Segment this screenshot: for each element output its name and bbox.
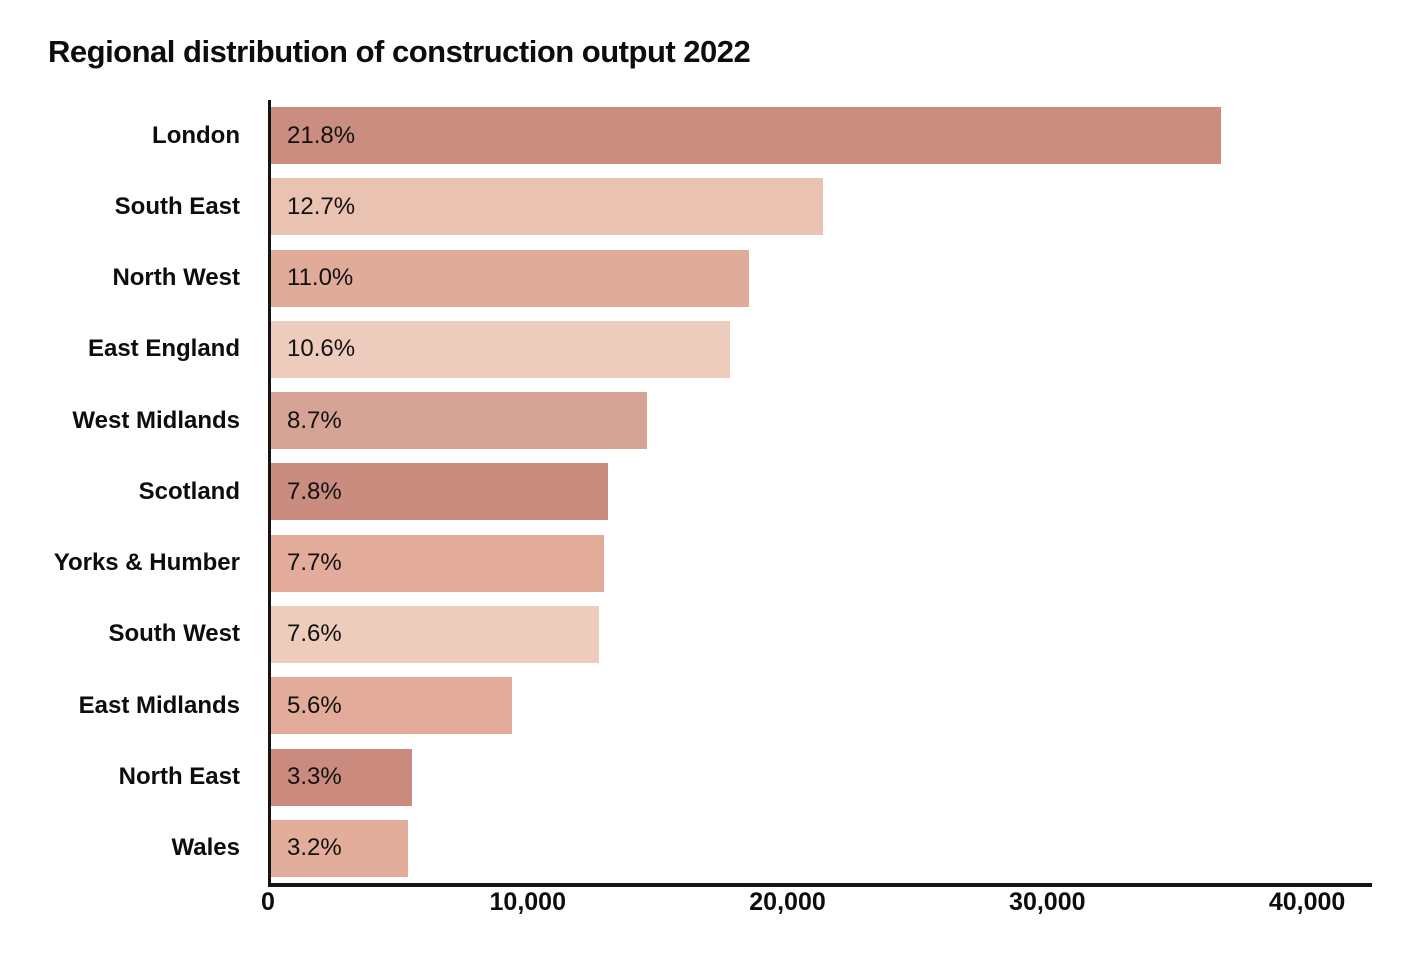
bar-north-east: 3.3% — [268, 748, 413, 806]
bar-row-south-east: South East 12.7% — [0, 171, 1372, 242]
bar-south-east: 12.7% — [268, 178, 823, 236]
category-label-north-east: North East — [118, 763, 240, 791]
chart-title: Regional distribution of construction ou… — [48, 34, 751, 69]
bar-rows-container: London 21.8% South East 12.7% North West 11.0… — [0, 100, 1372, 884]
bar-wales: 3.2% — [268, 819, 409, 877]
bar-track: 5.6% — [268, 670, 1372, 741]
value-label-scotland: 7.8% — [287, 477, 342, 505]
x-axis-line — [268, 883, 1372, 887]
x-tick-20000: 20,000 — [749, 888, 826, 916]
category-label-yorks-humber: Yorks & Humber — [53, 549, 240, 577]
bar-chart: London 21.8% South East 12.7% North West 11.0… — [0, 100, 1372, 887]
value-label-east-england: 10.6% — [287, 335, 356, 363]
bar-track: 21.8% — [268, 100, 1372, 171]
bar-north-west: 11.0% — [268, 249, 749, 307]
value-label-yorks-humber: 7.7% — [287, 549, 342, 577]
bar-scotland: 7.8% — [268, 463, 609, 521]
value-label-east-midlands: 5.6% — [287, 691, 342, 719]
bar-track: 3.2% — [268, 813, 1372, 884]
bar-row-south-west: South West 7.6% — [0, 599, 1372, 670]
bar-row-scotland: Scotland 7.8% — [0, 456, 1372, 527]
category-label-west-midlands: West Midlands — [72, 406, 240, 434]
bar-west-midlands: 8.7% — [268, 392, 648, 450]
category-label-south-east: South East — [114, 192, 240, 220]
value-label-north-west: 11.0% — [287, 264, 354, 292]
bar-south-west: 7.6% — [268, 605, 600, 663]
bar-track: 7.7% — [268, 528, 1372, 599]
value-label-west-midlands: 8.7% — [287, 406, 342, 434]
category-label-east-midlands: East Midlands — [78, 691, 240, 719]
value-label-north-east: 3.3% — [287, 763, 342, 791]
category-label-north-west: North West — [112, 264, 240, 292]
value-label-south-west: 7.6% — [287, 620, 342, 648]
x-tick-40000: 40,000 — [1268, 888, 1346, 916]
bar-track: 10.6% — [268, 314, 1372, 385]
value-label-wales: 3.2% — [287, 834, 342, 862]
bar-track: 12.7% — [268, 171, 1372, 242]
bar-row-north-east: North East 3.3% — [0, 741, 1372, 812]
category-label-east-england: East England — [87, 335, 240, 363]
x-tick-10000: 10,000 — [489, 888, 566, 916]
x-axis-tick-labels: 0 10,000 20,000 30,000 40,000 — [261, 888, 1372, 928]
category-label-south-west: South West — [108, 620, 240, 648]
category-label-wales: Wales — [171, 834, 240, 862]
y-axis-line — [268, 100, 271, 884]
bar-row-yorks-humber: Yorks & Humber 7.7% — [0, 528, 1372, 599]
category-label-scotland: Scotland — [138, 477, 240, 505]
bar-row-east-midlands: East Midlands 5.6% — [0, 670, 1372, 741]
bar-track: 11.0% — [268, 243, 1372, 314]
bar-row-east-england: East England 10.6% — [0, 314, 1372, 385]
value-label-south-east: 12.7% — [287, 192, 356, 220]
bar-track: 7.8% — [268, 456, 1372, 527]
bar-yorks-humber: 7.7% — [268, 534, 605, 592]
bar-row-north-west: North West 11.0% — [0, 243, 1372, 314]
bar-row-wales: Wales 3.2% — [0, 813, 1372, 884]
bar-row-london: London 21.8% — [0, 100, 1372, 171]
category-label-london: London — [152, 121, 240, 149]
bar-track: 8.7% — [268, 385, 1372, 456]
bar-track: 7.6% — [268, 599, 1372, 670]
bar-london: 21.8% — [268, 107, 1222, 165]
bar-east-midlands: 5.6% — [268, 677, 513, 735]
bar-row-west-midlands: West Midlands 8.7% — [0, 385, 1372, 456]
x-tick-30000: 30,000 — [1009, 888, 1086, 916]
bar-east-england: 10.6% — [268, 320, 731, 378]
value-label-london: 21.8% — [287, 121, 356, 149]
bar-track: 3.3% — [268, 741, 1372, 812]
x-tick-0: 0 — [261, 888, 275, 916]
